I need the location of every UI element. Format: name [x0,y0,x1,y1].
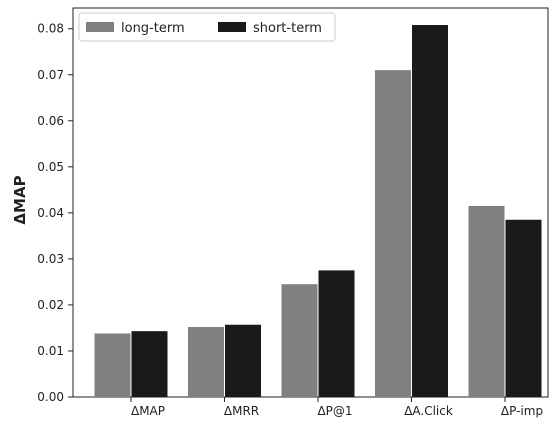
y-tick-label: 0.07 [37,68,64,82]
y-tick-label: 0.04 [37,206,64,220]
x-axis: ΔMAP ΔMRR ΔP@1 ΔA.Click ΔP-imp [130,397,543,418]
bar-long-term-4 [468,205,505,397]
y-tick-label: 0.00 [37,390,64,404]
bar-short-term-4 [505,219,542,397]
bar-long-term-3 [375,70,411,398]
bar-long-term-2 [281,284,318,397]
legend-swatch-long-term [86,22,114,32]
x-tick-label: ΔA.Click [404,404,453,418]
x-tick-label: ΔMAP [131,404,165,418]
legend: long-term short-term [78,12,336,42]
legend-label-short-term: short-term [253,21,322,36]
y-axis: 0.00 0.01 0.02 0.03 0.04 0.05 0.06 0.07 0.08 [37,22,73,404]
x-tick-label: ΔMRR [224,404,259,418]
bars-group [94,25,542,398]
legend-label-long-term: long-term [121,21,185,36]
x-tick-label: ΔP-imp [501,404,543,418]
legend-box [78,12,336,42]
y-axis-label: ΔMAP [11,175,29,224]
bar-short-term-0 [131,331,168,397]
y-tick-label: 0.08 [37,22,64,36]
bar-short-term-2 [318,270,355,397]
y-tick-label: 0.02 [37,298,64,312]
bar-long-term-0 [94,333,131,397]
y-tick-label: 0.06 [37,114,64,128]
legend-swatch-short-term [218,22,246,32]
x-tick-label: ΔP@1 [317,404,352,418]
bar-short-term-1 [225,324,261,397]
y-tick-label: 0.05 [37,160,64,174]
bar-long-term-1 [188,327,224,397]
y-tick-label: 0.03 [37,252,64,266]
bar-short-term-3 [412,25,448,397]
y-tick-label: 0.01 [37,344,64,358]
